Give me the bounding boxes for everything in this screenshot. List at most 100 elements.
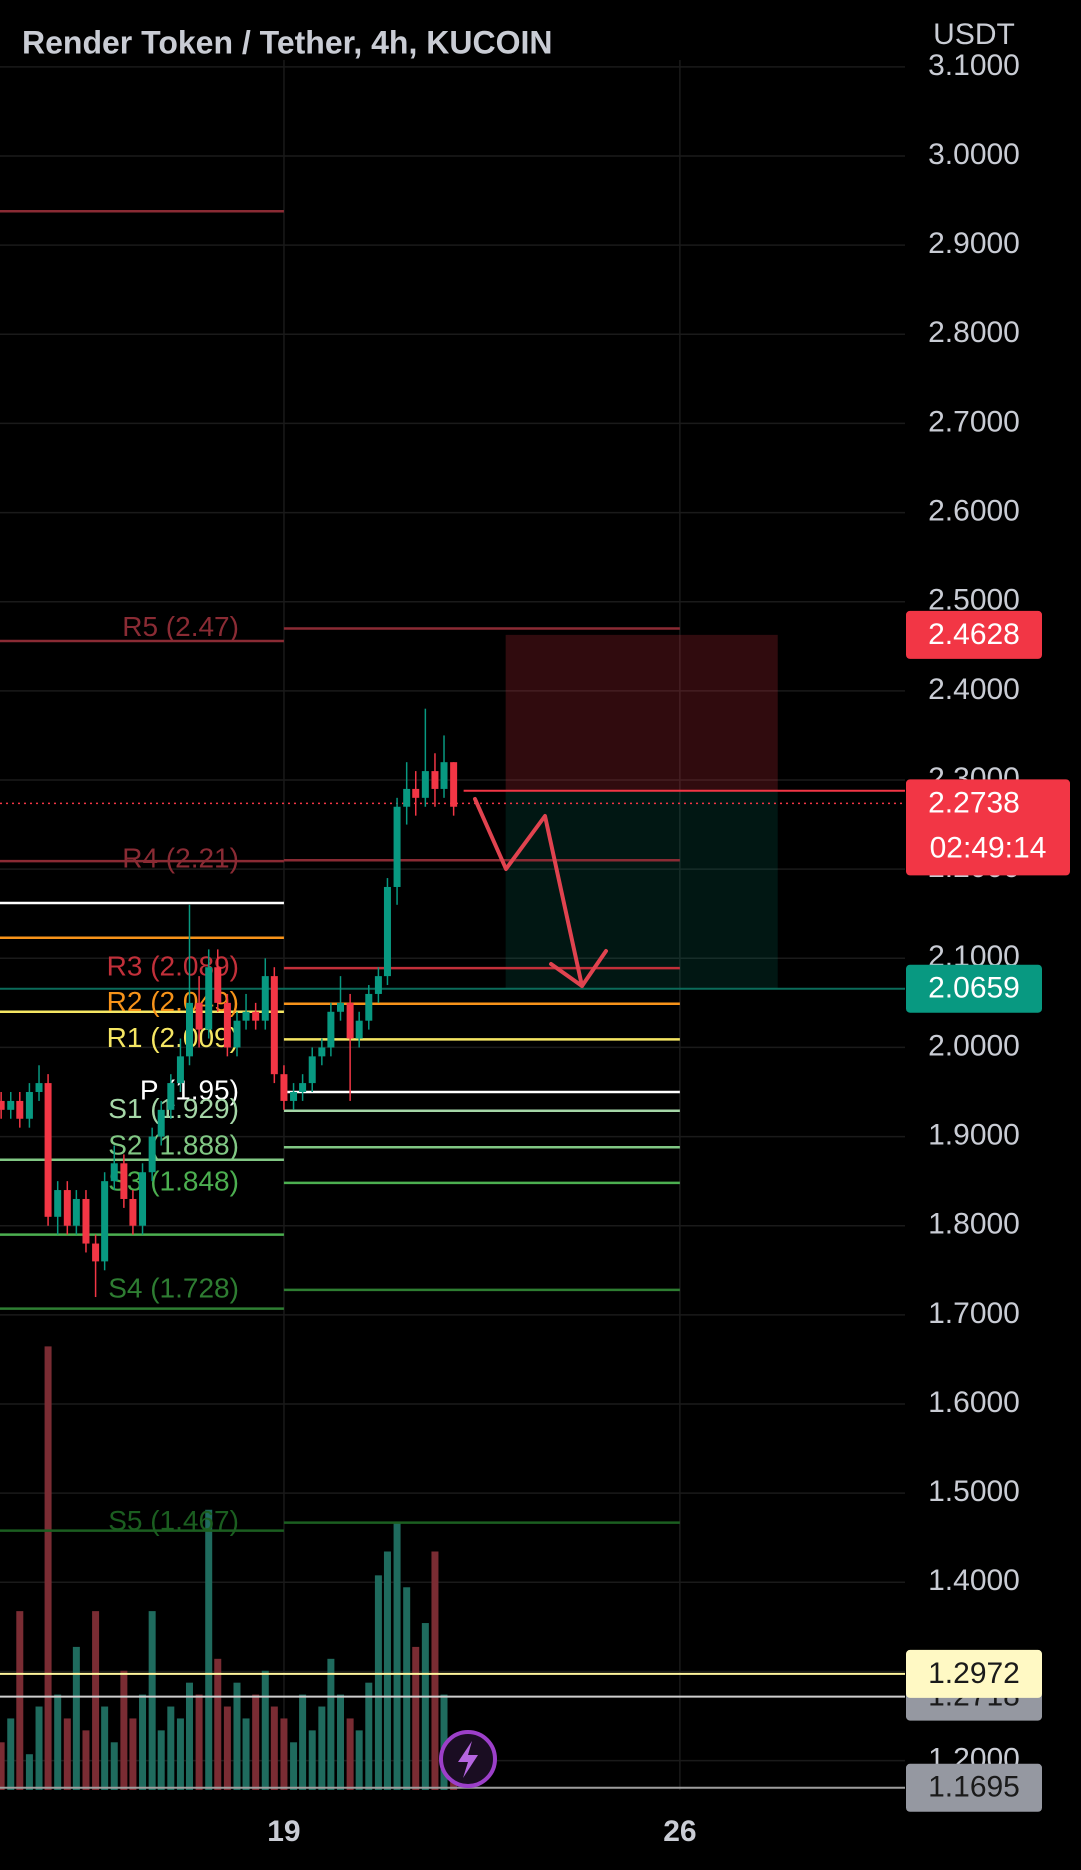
candle-body — [223, 1002, 231, 1048]
y-tick-label: 3.0000 — [928, 138, 1020, 171]
y-tick-label: 1.7000 — [928, 1297, 1020, 1330]
volume-bar — [365, 1682, 373, 1790]
candle-body — [44, 1083, 52, 1217]
volume-bar — [383, 1551, 391, 1790]
pivot-label: R4 (2.21) — [122, 843, 239, 874]
countdown-label: 02:49:14 — [930, 831, 1047, 864]
target-zone — [505, 790, 778, 989]
candle-body — [290, 1092, 298, 1101]
volume-bar — [82, 1730, 90, 1790]
candle-body — [148, 1136, 156, 1173]
volume-bar — [355, 1730, 363, 1790]
pivot-label: P (1.95) — [140, 1074, 239, 1105]
candle-body — [110, 1163, 118, 1182]
candle-body — [337, 1002, 345, 1012]
volume-bar — [308, 1730, 316, 1790]
candle-body — [0, 1100, 5, 1110]
price-label-box — [906, 964, 1042, 1013]
candle-body — [16, 1100, 24, 1119]
candle-body — [120, 1163, 128, 1199]
candle-body — [233, 1020, 241, 1048]
y-tick-label: 1.6000 — [928, 1386, 1020, 1419]
price-label: 2.4628 — [928, 618, 1020, 651]
volume-bar — [374, 1575, 382, 1790]
price-label-box — [906, 610, 1042, 659]
candle-body — [346, 1002, 354, 1039]
candle-body — [421, 771, 429, 798]
candle-body — [72, 1198, 80, 1226]
candle-body — [167, 1083, 175, 1110]
volume-bar — [185, 1682, 193, 1790]
volume-bar — [431, 1551, 439, 1790]
volume-bar — [110, 1742, 118, 1790]
volume-bar — [233, 1682, 241, 1790]
candle-body — [82, 1198, 90, 1244]
y-tick-label: 2.4000 — [928, 673, 1020, 706]
volume-bar — [54, 1694, 62, 1790]
candle-body — [7, 1100, 15, 1110]
candle-body — [101, 1181, 109, 1262]
candle-body — [450, 762, 458, 807]
y-tick-label: 2.0000 — [928, 1029, 1020, 1062]
candle-body — [205, 967, 213, 1030]
candle-body — [195, 1002, 203, 1030]
candle-body — [54, 1190, 62, 1217]
price-label: 2.2738 — [928, 786, 1020, 819]
volume-bar — [92, 1611, 100, 1790]
candle-body — [431, 771, 439, 789]
volume-bar — [63, 1718, 71, 1790]
volume-bar — [337, 1694, 345, 1790]
candle-body — [176, 1056, 184, 1084]
volume-bar — [214, 1658, 222, 1790]
volume-bar — [129, 1718, 137, 1790]
volume-bar — [318, 1706, 326, 1790]
candle-body — [270, 976, 278, 1075]
candle-body — [280, 1074, 288, 1101]
price-label: 2.0659 — [928, 972, 1020, 1005]
volume-bar — [393, 1521, 401, 1790]
volume-bar — [167, 1706, 175, 1790]
pivot-label: S3 (1.848) — [108, 1165, 239, 1196]
price-label: 1.2972 — [928, 1657, 1020, 1690]
candle-body — [139, 1172, 147, 1226]
candle-body — [92, 1243, 100, 1262]
candle-body — [374, 976, 382, 994]
candle-body — [242, 1011, 250, 1021]
x-tick-label: 19 — [267, 1815, 300, 1848]
volume-bar — [403, 1587, 411, 1790]
volume-bar — [72, 1646, 80, 1790]
chart-title: Render Token / Tether, 4h, KUCOIN — [22, 24, 552, 60]
volume-bar — [7, 1718, 15, 1790]
pivot-label: S4 (1.728) — [108, 1272, 239, 1303]
candle-body — [412, 788, 420, 798]
candle-body — [355, 1020, 363, 1039]
y-tick-label: 1.4000 — [928, 1564, 1020, 1597]
volume-bar — [440, 1694, 448, 1790]
y-tick-label: 3.1000 — [928, 49, 1020, 82]
volume-bar — [0, 1742, 5, 1790]
pivot-label: S2 (1.888) — [108, 1130, 239, 1161]
candle-body — [403, 788, 411, 807]
volume-bar — [44, 1346, 52, 1790]
currency-label: USDT — [933, 18, 1015, 51]
candle-body — [365, 993, 373, 1021]
volume-bar — [139, 1694, 147, 1790]
volume-bar — [16, 1611, 24, 1790]
price-label-box — [906, 1649, 1042, 1698]
volume-bar — [280, 1718, 288, 1790]
volume-bar — [270, 1706, 278, 1790]
volume-bar — [242, 1718, 250, 1790]
volume-bar — [25, 1754, 33, 1790]
volume-bar — [101, 1706, 109, 1790]
pivot-label: R5 (2.47) — [122, 611, 239, 642]
volume-bar — [223, 1706, 231, 1790]
volume-bar — [120, 1670, 128, 1790]
y-tick-label: 1.9000 — [928, 1119, 1020, 1152]
candle-body — [383, 886, 391, 977]
y-tick-label: 2.6000 — [928, 494, 1020, 527]
candle-body — [157, 1109, 165, 1137]
candle-body — [299, 1083, 307, 1093]
